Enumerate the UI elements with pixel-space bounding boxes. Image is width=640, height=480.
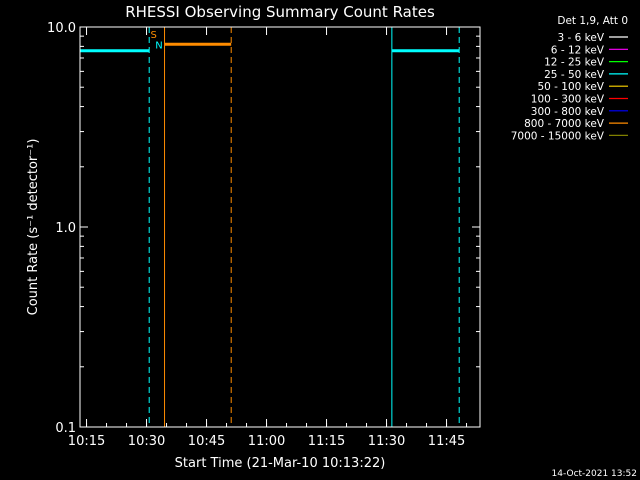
x-tick-label-4: 11:15 [308,434,345,449]
legend-label-1: 6 - 12 keV [551,44,605,56]
annotation-1: N [155,41,162,52]
legend-header: Det 1,9, Att 0 [557,15,628,27]
y-axis-label: Count Rate (s⁻¹ detector⁻¹) [26,139,41,316]
legend-label-0: 3 - 6 keV [557,32,604,44]
y-tick-label-1: 1.0 [55,221,76,236]
y-tick-label-0: 10.0 [47,21,76,36]
annotation-0: S [151,30,157,41]
legend-label-3: 25 - 50 keV [544,69,605,81]
y-axis: 10.0 1.0 0.1 [47,21,480,436]
y-tick-label-2: 0.1 [55,421,76,436]
x-tick-label-0: 10:15 [68,434,105,449]
legend-label-5: 100 - 300 keV [531,94,605,106]
x-tick-label-2: 10:45 [188,434,225,449]
footer-timestamp: 14-Oct-2021 13:52 [552,469,637,479]
legend-label-8: 7000 - 15000 keV [511,130,605,142]
chart-title: RHESSI Observing Summary Count Rates [125,3,435,21]
legend-label-2: 12 - 25 keV [544,57,605,69]
x-tick-label-5: 11:30 [368,434,405,449]
x-tick-label-1: 10:30 [128,434,165,449]
legend-label-7: 800 - 7000 keV [524,118,605,130]
x-tick-label-6: 11:45 [428,434,465,449]
legend-label-6: 300 - 800 keV [531,106,605,118]
x-axis-label: Start Time (21-Mar-10 10:13:22) [175,456,386,471]
x-tick-label-3: 11:00 [248,434,285,449]
x-axis: 10:15 10:30 10:45 11:00 11:15 11:30 11:45 [68,27,468,449]
legend-label-4: 50 - 100 keV [537,81,604,93]
